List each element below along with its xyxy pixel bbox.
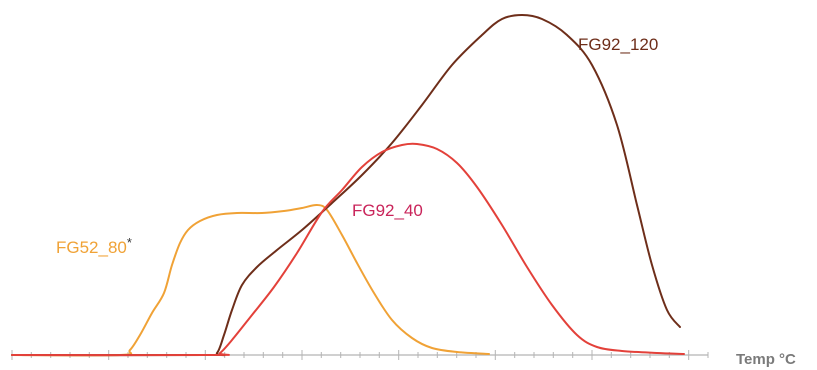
series-label-fg52-80: FG52_80* [56, 235, 132, 257]
series-label-fg92-120: FG92_120 [578, 35, 658, 54]
series-label-fg52-80-text: FG52_80 [56, 238, 127, 257]
series-labels: FG92_120 FG92_40 FG52_80* [56, 35, 658, 257]
series-lines [11, 14, 685, 357]
series-line-fg92-120 [11, 14, 681, 357]
x-axis-label: Temp °C [736, 351, 796, 368]
series-label-fg52-80-asterisk: * [127, 235, 132, 250]
series-label-fg92-40: FG92_40 [352, 201, 423, 220]
series-line-fg92-40 [11, 142, 685, 357]
series-line-fg52-80 [11, 203, 490, 357]
